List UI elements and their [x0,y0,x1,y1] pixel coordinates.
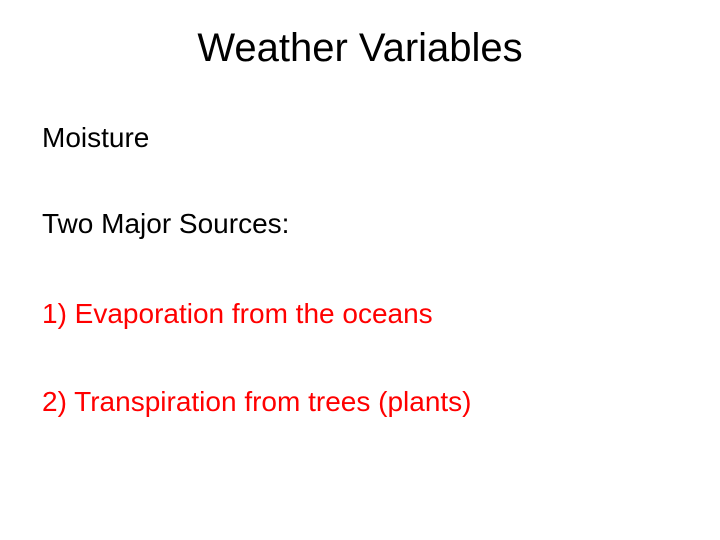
line-transpiration: 2) Transpiration from trees (plants) [42,386,472,418]
slide: Weather Variables Moisture Two Major Sou… [0,0,720,540]
line-moisture: Moisture [42,122,149,154]
line-evaporation: 1) Evaporation from the oceans [42,298,433,330]
line-sources-heading: Two Major Sources: [42,208,289,240]
slide-title: Weather Variables [0,26,720,71]
